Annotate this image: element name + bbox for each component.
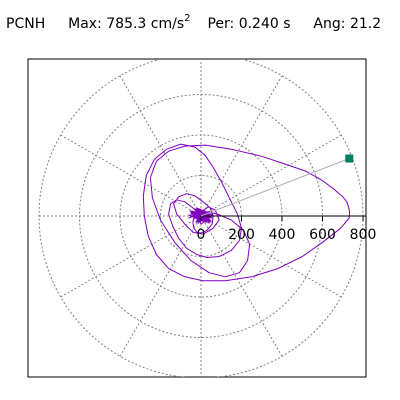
grid-spoke-210: [60, 215, 202, 298]
max-label: Max:: [68, 15, 102, 32]
grid-spoke-300: [200, 215, 283, 357]
radial-tick-label-800: 800: [350, 227, 377, 243]
radial-tick-label-600: 600: [309, 227, 336, 243]
grid-spoke-330: [200, 215, 342, 298]
radial-tick-label-400: 400: [269, 227, 296, 243]
per-value: 0.240 s: [238, 15, 291, 32]
radial-tick-labels: 0 200 400 600 800: [197, 227, 377, 243]
grid-spoke-120: [119, 75, 202, 217]
radial-tick-label-200: 200: [228, 227, 255, 243]
radial-tick-label-0: 0: [197, 227, 206, 243]
grid-spoke-30: [200, 134, 342, 217]
radial-axis: [200, 215, 366, 221]
ang-label: Ang:: [313, 15, 346, 32]
grid-spoke-240: [119, 215, 202, 357]
ang-value: 21.2: [349, 15, 382, 32]
grid-spoke-60: [200, 75, 283, 217]
max-direction-line: [200, 158, 350, 217]
max-marker-layer: [200, 154, 354, 217]
max-value: 785.3: [106, 15, 147, 32]
chart-header: PCNH Max: 785.3 cm/s2 Per: 0.240 s Ang: …: [6, 13, 382, 32]
max-marker: [345, 154, 354, 163]
max-unit-exponent: 2: [184, 13, 191, 24]
station-code: PCNH: [6, 15, 46, 32]
per-label: Per:: [207, 15, 235, 32]
grid-spoke-150: [60, 134, 202, 217]
trace-series-0: [142, 143, 351, 282]
max-unit: cm/s: [150, 15, 185, 32]
